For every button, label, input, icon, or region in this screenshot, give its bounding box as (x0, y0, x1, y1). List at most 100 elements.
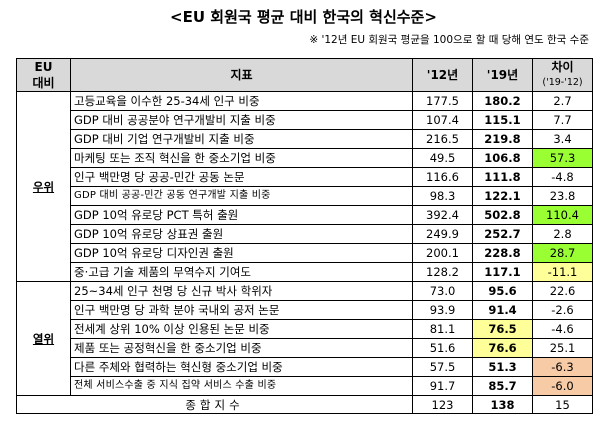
header-2012: '12년 (412, 58, 473, 92)
value-2019-cell: 252.7 (472, 224, 533, 244)
indicator-cell: 제품 또는 공정혁신을 한 중소기업 비중 (70, 338, 413, 358)
table-row: GDP 10억 유로당 PCT 특허 출원 392.4 502.8 110.4 (17, 205, 593, 225)
value-2019-cell: 228.8 (472, 243, 533, 263)
diff-cell: -4.8 (532, 167, 593, 187)
value-2019-cell: 502.8 (472, 205, 533, 225)
value-2012-cell: 116.6 (412, 167, 473, 187)
table-row: 전체 서비스수출 중 지식 집약 서비스 수출 비중 91.7 85.7 -6.0 (17, 376, 593, 396)
page-title: <EU 회원국 평균 대비 한국의 혁신수준> (170, 8, 437, 26)
indicator-cell: 25~34세 인구 천명 당 신규 박사 학위자 (70, 281, 413, 301)
value-2012-cell: 98.3 (412, 186, 473, 206)
total-label: 종합지수 (16, 395, 413, 414)
total-diff-cell: 15 (532, 395, 593, 414)
indicator-cell: GDP 10억 유로당 상표권 출원 (70, 224, 413, 244)
indicator-cell: 전세계 상위 10% 이상 인용된 논문 비중 (70, 319, 413, 339)
table-row: 다른 주체와 협력하는 혁신형 중소기업 비중 57.5 51.3 -6.3 (17, 357, 593, 377)
value-2012-cell: 49.5 (412, 148, 473, 168)
total-2012-cell: 123 (412, 395, 473, 414)
diff-cell: 22.6 (532, 281, 593, 301)
value-2012-cell: 392.4 (412, 205, 473, 225)
value-2019-cell: 76.6 (472, 338, 533, 358)
total-2019-cell: 138 (472, 395, 533, 414)
value-2012-cell: 81.1 (412, 319, 473, 339)
diff-cell: -6.0 (532, 376, 593, 396)
diff-cell: 28.7 (532, 243, 593, 263)
value-2012-cell: 51.6 (412, 338, 473, 358)
table-row: 중·고급 기술 제품의 무역수지 기여도 128.2 117.1 -11.1 (17, 262, 593, 282)
diff-cell: 2.7 (532, 91, 593, 111)
diff-cell: -2.6 (532, 300, 593, 320)
header-row: EU 대비 지표 '12년 '19년 차이 ('19-'12) (16, 58, 593, 92)
category-inferior: 열위 (16, 281, 71, 396)
category-superior: 우위 (16, 91, 71, 282)
header-diff-sub: ('19-'12) (542, 77, 583, 88)
value-2019-cell: 106.8 (472, 148, 533, 168)
value-2012-cell: 73.0 (412, 281, 473, 301)
table-row: 제품 또는 공정혁신을 한 중소기업 비중 51.6 76.6 25.1 (17, 338, 593, 358)
diff-cell: 23.8 (532, 186, 593, 206)
header-eu-line2: 대비 (32, 76, 55, 90)
diff-cell: 110.4 (532, 205, 593, 225)
value-2019-cell: 111.8 (472, 167, 533, 187)
diff-cell: 3.4 (532, 129, 593, 149)
value-2012-cell: 57.5 (412, 357, 473, 377)
value-2012-cell: 91.7 (412, 376, 473, 396)
value-2012-cell: 128.2 (412, 262, 473, 282)
diff-cell: 2.8 (532, 224, 593, 244)
header-diff: 차이 ('19-'12) (532, 58, 593, 92)
value-2012-cell: 200.1 (412, 243, 473, 263)
diff-cell: -11.1 (532, 262, 593, 282)
value-2019-cell: 180.2 (472, 91, 533, 111)
table-row: GDP 10억 유로당 상표권 출원 249.9 252.7 2.8 (17, 224, 593, 244)
value-2019-cell: 76.5 (472, 319, 533, 339)
indicator-cell: GDP 대비 기업 연구개발비 지출 비중 (70, 129, 413, 149)
indicator-cell: 마케팅 또는 조직 혁신을 한 중소기업 비중 (70, 148, 413, 168)
diff-cell: -4.6 (532, 319, 593, 339)
header-eu-line1: EU (34, 60, 53, 74)
indicator-cell: 고등교육을 이수한 25-34세 인구 비중 (70, 91, 413, 111)
indicator-cell: 전체 서비스수출 중 지식 집약 서비스 수출 비중 (70, 376, 413, 396)
value-2019-cell: 219.8 (472, 129, 533, 149)
table-row: 인구 백만명 당 과학 분야 국내외 공저 논문 93.9 91.4 -2.6 (17, 300, 593, 320)
table-row: 전세계 상위 10% 이상 인용된 논문 비중 81.1 76.5 -4.6 (17, 319, 593, 339)
innovation-table: EU 대비 지표 '12년 '19년 차이 ('19-'12) 우위 고등교육을 … (16, 58, 593, 414)
value-2019-cell: 51.3 (472, 357, 533, 377)
value-2019-cell: 117.1 (472, 262, 533, 282)
value-2019-cell: 91.4 (472, 300, 533, 320)
total-row: 종합지수 123 138 15 (16, 395, 593, 414)
value-2012-cell: 177.5 (412, 91, 473, 111)
diff-cell: 57.3 (532, 148, 593, 168)
diff-cell: 7.7 (532, 110, 593, 130)
value-2019-cell: 122.1 (472, 186, 533, 206)
diff-cell: -6.3 (532, 357, 593, 377)
table-row: GDP 대비 공공-민간 공동 연구개발 지출 비중 98.3 122.1 23.8 (17, 186, 593, 206)
table-note: ※ '12년 EU 회원국 평균을 100으로 할 때 당해 연도 한국 수준 (309, 34, 589, 46)
value-2012-cell: 249.9 (412, 224, 473, 244)
indicator-cell: 중·고급 기술 제품의 무역수지 기여도 (70, 262, 413, 282)
header-eu-comparison: EU 대비 (16, 58, 71, 92)
table-row: 마케팅 또는 조직 혁신을 한 중소기업 비중 49.5 106.8 57.3 (17, 148, 593, 168)
indicator-cell: 인구 백만명 당 공공-민간 공동 논문 (70, 167, 413, 187)
indicator-cell: 인구 백만명 당 과학 분야 국내외 공저 논문 (70, 300, 413, 320)
value-2012-cell: 93.9 (412, 300, 473, 320)
table-row: GDP 대비 기업 연구개발비 지출 비중 216.5 219.8 3.4 (17, 129, 593, 149)
value-2012-cell: 107.4 (412, 110, 473, 130)
indicator-cell: GDP 대비 공공-민간 공동 연구개발 지출 비중 (70, 186, 413, 206)
table-row: 인구 백만명 당 공공-민간 공동 논문 116.6 111.8 -4.8 (17, 167, 593, 187)
value-2012-cell: 216.5 (412, 129, 473, 149)
indicator-cell: GDP 10억 유로당 PCT 특허 출원 (70, 205, 413, 225)
diff-cell: 25.1 (532, 338, 593, 358)
indicator-cell: 다른 주체와 협력하는 혁신형 중소기업 비중 (70, 357, 413, 377)
table-row: 열위 25~34세 인구 천명 당 신규 박사 학위자 73.0 95.6 22.6 (16, 281, 593, 396)
table-row: 우위 고등교육을 이수한 25-34세 인구 비중 177.5 180.2 2.7 (16, 91, 593, 282)
table-row: GDP 10억 유로당 디자인권 출원 200.1 228.8 28.7 (17, 243, 593, 263)
indicator-cell: GDP 10억 유로당 디자인권 출원 (70, 243, 413, 263)
value-2019-cell: 115.1 (472, 110, 533, 130)
indicator-cell: GDP 대비 공공분야 연구개발비 지출 비중 (70, 110, 413, 130)
value-2019-cell: 95.6 (472, 281, 533, 301)
table-row: GDP 대비 공공분야 연구개발비 지출 비중 107.4 115.1 7.7 (17, 110, 593, 130)
value-2019-cell: 85.7 (472, 376, 533, 396)
header-diff-label: 차이 (551, 60, 574, 74)
header-indicator: 지표 (70, 58, 413, 92)
header-2019: '19년 (472, 58, 533, 92)
